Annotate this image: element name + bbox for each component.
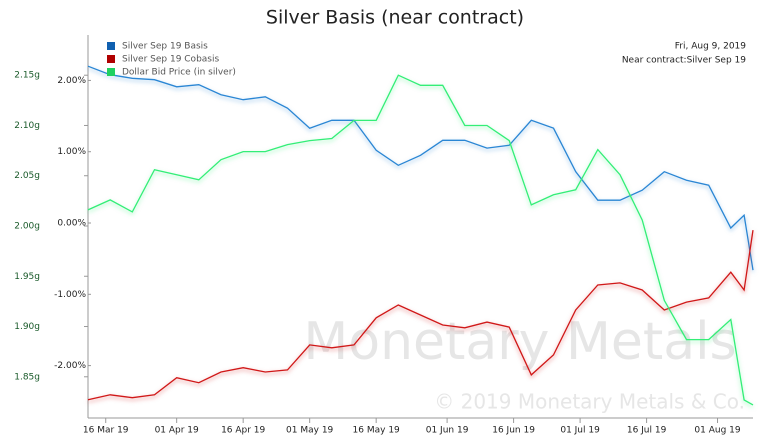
x-tick-label: 01 Apr 19 [155, 426, 199, 436]
y-tick-label: 1.85g [14, 372, 40, 382]
legend-swatch [107, 55, 115, 63]
y2-tick-label: 0.00% [57, 219, 86, 229]
x-tick-label: 01 May 19 [286, 426, 334, 436]
series-line [87, 65, 754, 271]
y2-tick-label: 1.00% [57, 147, 86, 157]
x-tick-label: 16 Mar 19 [83, 426, 129, 436]
contract-text: Near contract:Silver Sep 19 [622, 56, 746, 66]
legend-swatch [107, 42, 115, 50]
y2-tick-label: -1.00% [54, 290, 86, 300]
copyright: © 2019 Monetary Metals & Co. [434, 390, 745, 414]
y-tick-label: 2.05g [14, 171, 40, 181]
x-tick-label: 16 May 19 [353, 426, 401, 436]
y-tick-label: 1.90g [14, 322, 40, 332]
y-tick-label: 2.10g [14, 121, 40, 131]
x-tick-label: 16 Apr 19 [221, 426, 265, 436]
x-tick-label: 16 Jun 19 [492, 426, 535, 436]
legend-swatch [107, 68, 115, 76]
x-tick-label: 01 Jul 19 [560, 426, 600, 436]
y-tick-label: 2.15g [14, 71, 40, 81]
x-tick-label: 01 Aug 19 [694, 426, 740, 436]
x-tick-label: 01 Jun 19 [426, 426, 469, 436]
legend-label: Silver Sep 19 Basis [122, 42, 208, 52]
y-tick-label: 2.00g [14, 221, 40, 231]
series-line [87, 230, 754, 401]
chart-title: Silver Basis (near contract) [266, 7, 524, 29]
x-tick-label: 16 Jul 19 [627, 426, 667, 436]
y2-tick-label: -2.00% [54, 361, 86, 371]
y-tick-label: 1.95g [14, 272, 40, 282]
y2-tick-label: 2.00% [57, 76, 86, 86]
series-line [87, 74, 754, 406]
legend-label: Dollar Bid Price (in silver) [122, 68, 236, 78]
legend-label: Silver Sep 19 Cobasis [122, 55, 219, 65]
watermark: Monetary Metals [303, 312, 736, 372]
date-text: Fri, Aug 9, 2019 [675, 42, 747, 52]
